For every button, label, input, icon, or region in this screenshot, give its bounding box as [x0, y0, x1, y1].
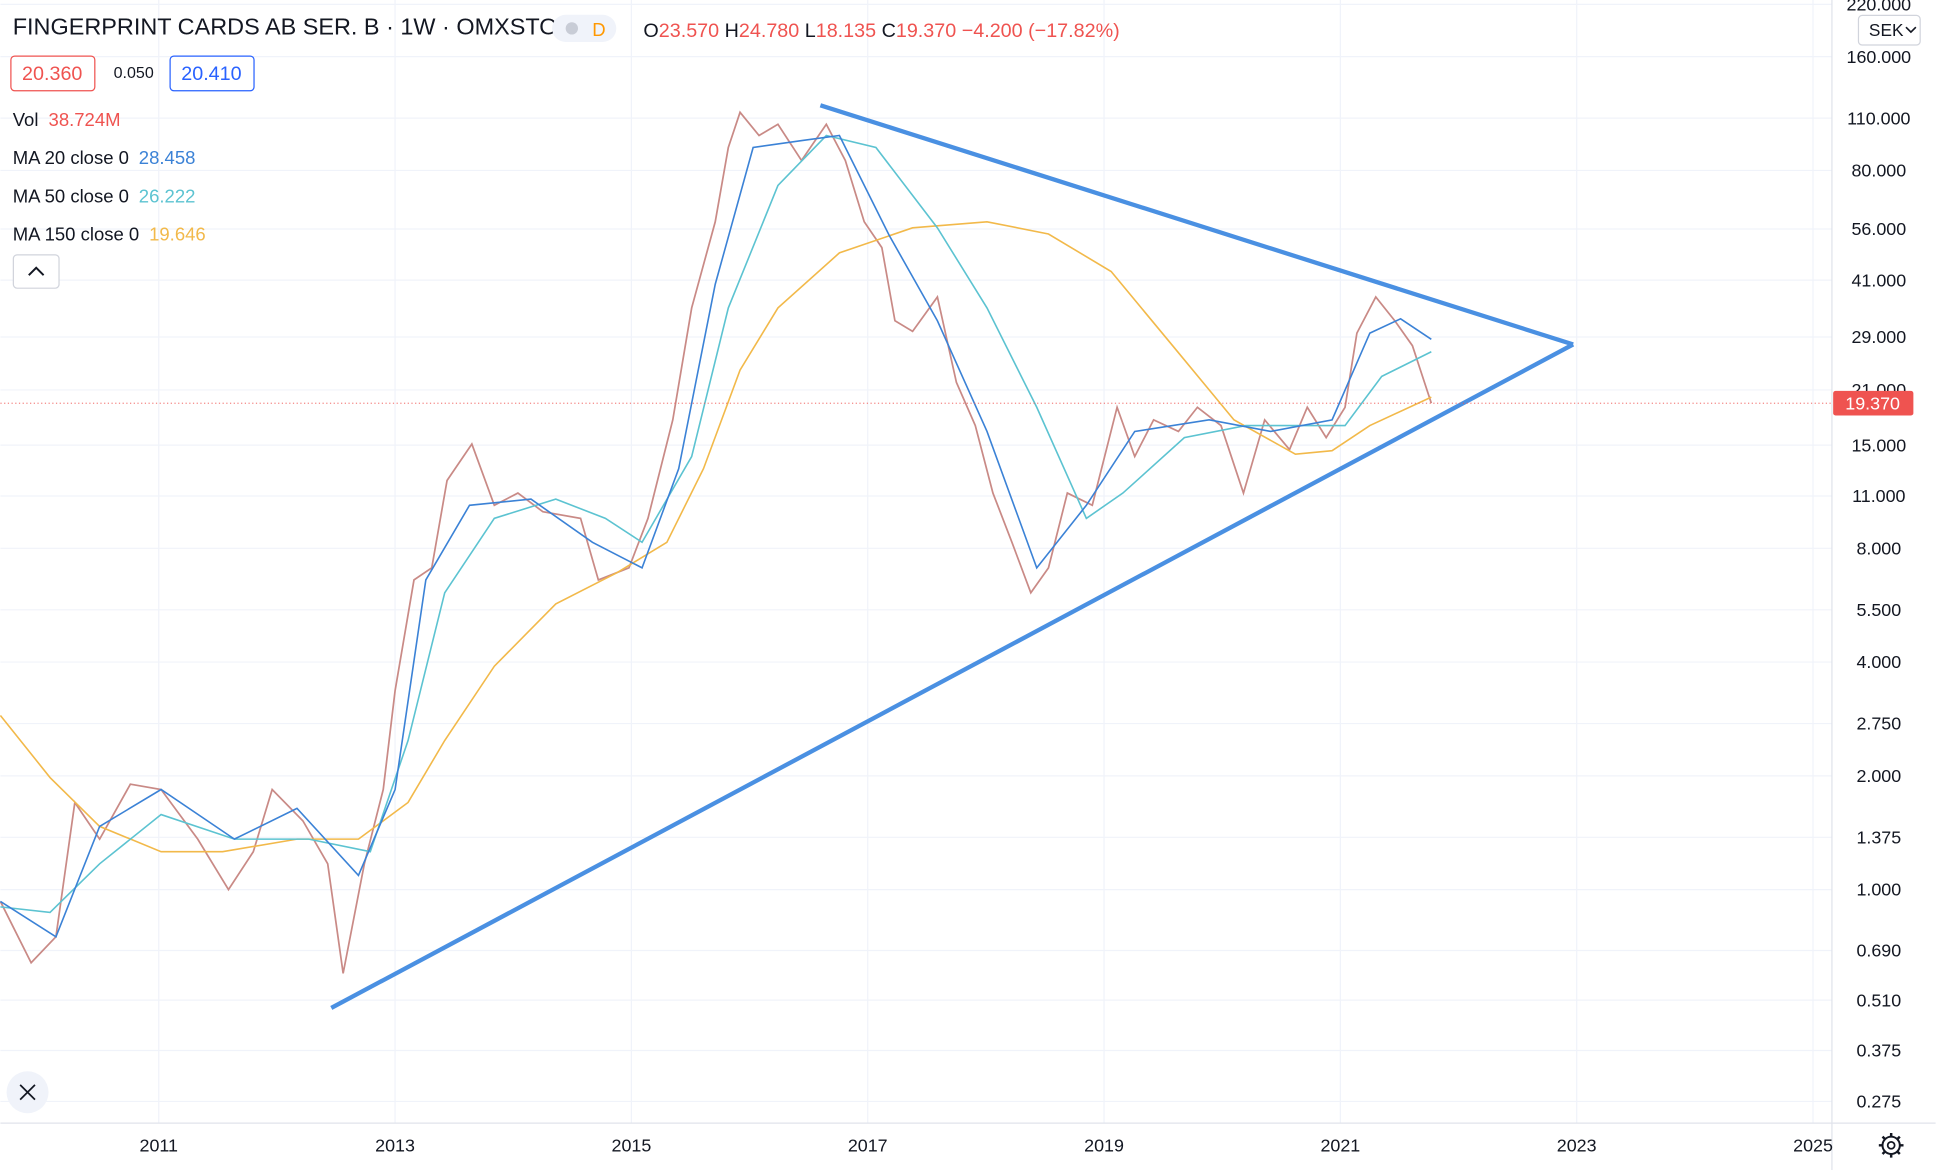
x-tick-label: 2011	[140, 1135, 178, 1155]
ohlc-key: L	[805, 20, 816, 42]
y-tick-label: 0.375	[1856, 1041, 1901, 1061]
volume-value: 38.724M	[49, 109, 121, 130]
ohlc-key: C	[882, 20, 896, 42]
x-tick-label: 2017	[848, 1135, 888, 1155]
moving-average	[0, 134, 1432, 938]
legend-entry: MA 50 close 0 26.222	[13, 185, 196, 206]
last-price-label: 19.370	[1845, 393, 1900, 413]
trend-line	[330, 342, 1575, 1010]
legend-name: MA 150 close 0	[13, 224, 139, 245]
legend-entry: MA 150 close 0 19.646	[13, 224, 206, 245]
currency: SEK	[1869, 20, 1904, 40]
y-tick-label: 0.275	[1856, 1092, 1901, 1112]
ohlc-value: 24.780	[739, 20, 799, 42]
y-tick-label: 110.000	[1847, 108, 1910, 128]
y-tick-label: 5.500	[1856, 600, 1901, 620]
legend-value: 28.458	[139, 147, 196, 168]
legend-value: 19.646	[149, 224, 206, 245]
ohlc-value: 23.570	[659, 20, 719, 42]
ohlc: O23.570 H24.780 L18.135 C19.370 −4.200 (…	[643, 20, 1119, 42]
plot-area	[0, 103, 1832, 1010]
ohlc-key: O	[643, 20, 658, 42]
remove-icon	[19, 1084, 36, 1101]
badge-bg[interactable]	[552, 14, 617, 42]
volume-legend: Vol 38.724M	[13, 109, 121, 130]
y-tick-label: 29.000	[1851, 327, 1906, 347]
time-axis: 2011 2013 2015 2017 2019 2021 2023 2025	[140, 1135, 1833, 1155]
trend-line	[819, 103, 1574, 347]
x-tick-label: 2025	[1793, 1135, 1833, 1155]
y-tick-label: 11.000	[1852, 486, 1905, 506]
grid	[0, 0, 1832, 1124]
y-tick-label: 41.000	[1851, 270, 1906, 290]
x-tick-label: 2015	[612, 1135, 652, 1155]
y-tick-label: 160.000	[1847, 47, 1912, 67]
y-tick-label: 56.000	[1851, 219, 1906, 239]
price-axis: 220.000 160.000 110.000 80.000 56.000 41.000 2…	[1833, 0, 1914, 1112]
bid: 20.360	[22, 63, 82, 85]
bid-box[interactable]	[10, 55, 96, 92]
moving-average	[0, 220, 1432, 853]
badge: D	[592, 19, 605, 40]
settings-icon[interactable]	[1878, 1132, 1904, 1158]
legend-name: MA 20 close 0	[13, 147, 129, 168]
y-tick-label: 15.000	[1851, 435, 1906, 455]
spread: 0.050	[114, 64, 154, 82]
currency-caret	[1905, 26, 1917, 34]
symbol-title: FINGERPRINT CARDS AB SER. B · 1W · OMXST…	[13, 14, 558, 40]
x-tick-label: 2013	[375, 1135, 415, 1155]
currency-button[interactable]	[1857, 14, 1921, 46]
ohlc-value: 18.135	[816, 20, 876, 42]
ask-box[interactable]	[169, 55, 255, 92]
y-tick-label: 0.510	[1856, 990, 1901, 1010]
y-tick-label: 80.000	[1851, 161, 1906, 181]
y-tick-label: 2.750	[1856, 714, 1901, 734]
legend-name: MA 50 close 0	[13, 185, 129, 206]
y-tick-label: 4.000	[1856, 652, 1901, 672]
change: −4.200 (−17.82%)	[962, 20, 1120, 42]
collapse-button[interactable]	[12, 254, 60, 289]
y-tick-label: 1.375	[1856, 827, 1901, 847]
collapse-icon	[28, 266, 45, 276]
x-tick-label: 2023	[1557, 1135, 1597, 1155]
y-tick-label: 1.000	[1856, 880, 1901, 900]
badge-dot	[565, 22, 578, 35]
ohlc-value: 19.370	[896, 20, 956, 42]
y-tick-label: 220.000	[1847, 0, 1912, 15]
ask: 20.410	[181, 63, 241, 85]
legend-entry: MA 20 close 0 28.458	[13, 147, 196, 168]
moving-average	[0, 134, 1432, 914]
x-tick-label: 2021	[1320, 1135, 1360, 1155]
y-tick-label: 0.690	[1856, 941, 1901, 961]
x-tick-label: 2019	[1084, 1135, 1124, 1155]
ohlc-key: H	[725, 20, 739, 42]
y-tick-label: 8.000	[1856, 538, 1901, 558]
volume-label: Vol	[13, 109, 39, 130]
y-tick-label: 2.000	[1856, 766, 1901, 786]
last-price-box	[1833, 390, 1914, 416]
price-line	[0, 110, 1433, 974]
legend-value: 26.222	[139, 185, 196, 206]
gear-hub	[1886, 1140, 1896, 1150]
